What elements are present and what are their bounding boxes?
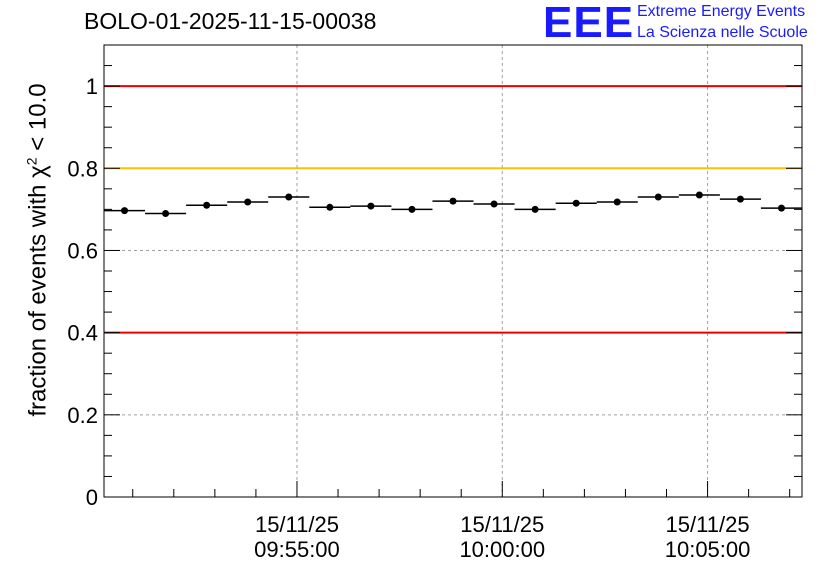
eee-logo-line1: Extreme Energy Events: [637, 3, 806, 20]
data-point: [736, 195, 744, 203]
reference-lines: [104, 85, 802, 334]
y-tick-label: 0.2: [67, 403, 98, 428]
data-point: [408, 205, 416, 213]
x-tick-label-time: 09:55:00: [254, 537, 340, 562]
y-axis-label-prefix: fraction of events with χ: [24, 165, 52, 417]
x-tick-label-date: 15/11/25: [666, 512, 750, 537]
data-point: [244, 198, 252, 206]
y-axis-label-sup: 2: [23, 157, 40, 166]
data-point: [367, 202, 375, 210]
data-point: [613, 198, 621, 206]
eee-logo-mark: EEE: [543, 0, 635, 47]
data-point: [572, 199, 580, 207]
run-title: BOLO-01-2025-11-15-00038: [84, 8, 377, 34]
data-point: [285, 193, 293, 201]
data-points: [104, 191, 802, 217]
eee-logo: EEE Extreme Energy Events La Scienza nel…: [543, 0, 833, 48]
data-point: [203, 201, 211, 209]
x-tick-label-time: 10:00:00: [459, 537, 545, 562]
data-point: [490, 200, 498, 208]
y-tick-label: 0.8: [67, 156, 98, 181]
eee-logo-line2: La Scienza nelle Scuole: [637, 24, 808, 41]
y-tick-label: 0.6: [67, 238, 98, 263]
data-point: [695, 191, 703, 199]
plot-frame: [103, 44, 803, 498]
data-point: [326, 203, 334, 211]
y-tick-label: 1: [86, 74, 98, 99]
data-point: [531, 205, 539, 213]
grid-layer: [104, 45, 802, 497]
x-tick-label-date: 15/11/25: [255, 512, 339, 537]
data-point: [121, 207, 129, 215]
x-tick-label-date: 15/11/25: [460, 512, 544, 537]
axes: 00.20.40.60.8115/11/2509:55:0015/11/2510…: [67, 65, 802, 562]
y-axis-label: fraction of events with χ2 < 10.0: [24, 83, 53, 416]
data-point: [449, 197, 457, 205]
y-axis-label-suffix: < 10.0: [24, 83, 52, 158]
data-point: [777, 204, 785, 212]
y-tick-label: 0.4: [67, 321, 98, 346]
x-tick-label-time: 10:05:00: [665, 537, 751, 562]
data-point: [162, 209, 170, 217]
data-point: [654, 193, 662, 201]
y-tick-label: 0: [86, 485, 98, 510]
